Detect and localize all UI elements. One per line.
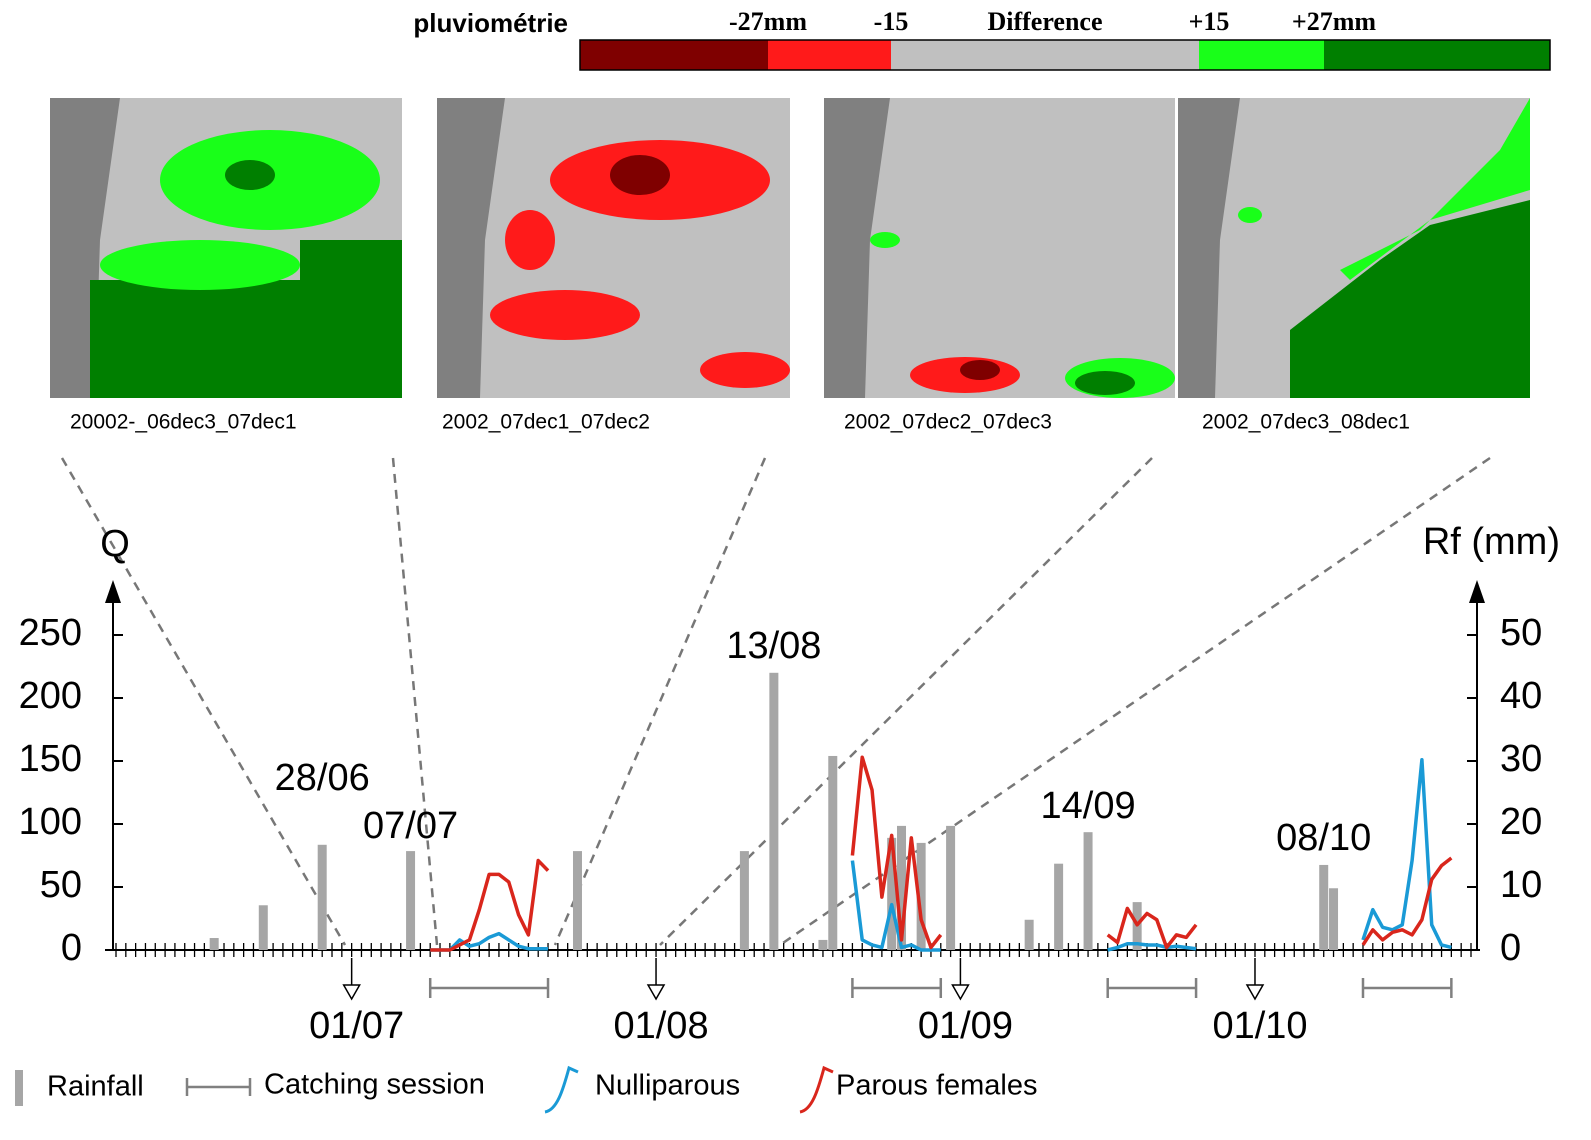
scale-segment <box>1324 40 1550 70</box>
y-tick-label: 200 <box>19 675 82 717</box>
scale-segment <box>768 40 891 70</box>
y2-tick-label: 0 <box>1500 927 1521 969</box>
rain-bar <box>828 756 837 950</box>
scale-segment <box>1199 40 1324 70</box>
map <box>1178 98 1530 398</box>
rain-bar <box>1025 920 1034 950</box>
date-annotation: 08/10 <box>1276 817 1371 859</box>
rain-bar <box>406 851 415 950</box>
y-tick-label: 0 <box>61 927 82 969</box>
legend-swatch <box>800 1068 833 1112</box>
rain-bar <box>1319 865 1328 950</box>
y-axis-label: Q <box>100 523 130 565</box>
scale-title: pluviométrie <box>413 8 568 38</box>
y2-tick-label: 50 <box>1500 612 1542 654</box>
y-tick-label: 50 <box>40 864 82 906</box>
date-annotation: 07/07 <box>363 805 458 847</box>
legend-swatch <box>187 1078 250 1096</box>
legend-swatch <box>15 1070 23 1106</box>
scale-label: +27mm <box>1292 7 1376 36</box>
y2-tick-label: 40 <box>1500 675 1542 717</box>
map-caption: 20002-_06dec3_07dec1 <box>70 411 297 434</box>
scale-label: +15 <box>1189 7 1230 36</box>
y2-tick-label: 10 <box>1500 864 1542 906</box>
legend: Rainfall Catching session Nulliparous Parou… <box>15 1068 1038 1112</box>
map <box>437 98 790 398</box>
rain-bar <box>1054 864 1063 950</box>
scale-label: -15 <box>874 7 909 36</box>
scale-label: Difference <box>987 7 1102 36</box>
axis-arrow <box>105 580 121 603</box>
x-tick-arrow-head <box>1247 985 1263 999</box>
legend-label: Parous females <box>836 1070 1038 1102</box>
rain-bar <box>769 673 778 950</box>
catching-session <box>430 978 548 998</box>
y2-tick-label: 30 <box>1500 738 1542 780</box>
session-bracket <box>1108 978 1196 998</box>
y2-axis-label: Rf (mm) <box>1423 521 1560 563</box>
x-tick-label: 01/09 <box>918 1005 1013 1047</box>
x-tick-arrow-head <box>952 985 968 999</box>
session-bracket <box>852 978 940 998</box>
figure: pluviométrie -27mm-15Difference+15+27mm … <box>0 0 1591 1135</box>
series-line <box>1363 760 1451 948</box>
session-bracket <box>1363 978 1451 998</box>
rain-bar <box>740 851 749 950</box>
catching-session <box>1363 978 1451 998</box>
x-tick-label: 01/10 <box>1212 1005 1307 1047</box>
y-tick-label: 150 <box>19 738 82 780</box>
date-annotation: 13/08 <box>726 625 821 667</box>
rain-bar <box>1084 832 1093 950</box>
x-tick-label: 01/07 <box>309 1005 404 1047</box>
map-caption: 2002_07dec1_07dec2 <box>442 411 650 434</box>
map-caption: 2002_07dec2_07dec3 <box>844 411 1052 434</box>
rain-bar <box>818 940 827 950</box>
legend-label: Catching session <box>264 1069 485 1101</box>
session-bracket <box>430 978 548 998</box>
scale-bar: -27mm -15 Difference +15 +27mm <box>580 7 1550 70</box>
x-tick-arrow-head <box>648 985 664 999</box>
y-tick-label: 250 <box>19 612 82 654</box>
page: pluviométrie -27mm-15Difference+15+27mm … <box>0 0 1591 1140</box>
map <box>50 98 402 398</box>
chart: Q Rf (mm) 0 50 100 150 200 250 0 10 20 30 40 50 01/07 0… <box>15 521 1560 1112</box>
x-tick-label: 01/08 <box>613 1005 708 1047</box>
y2-tick-label: 20 <box>1500 801 1542 843</box>
legend-label: Nulliparous <box>595 1070 740 1102</box>
catching-session <box>852 978 940 998</box>
scale-segment <box>580 40 768 70</box>
rain-bar <box>318 845 327 950</box>
rain-bar <box>1329 888 1338 950</box>
date-annotation: 28/06 <box>275 757 370 799</box>
map <box>824 98 1175 398</box>
scale-segment <box>891 40 1199 70</box>
legend-label: Rainfall <box>47 1071 144 1103</box>
catching-session <box>1108 978 1196 998</box>
rain-bar <box>946 826 955 950</box>
rain-bar <box>573 851 582 950</box>
x-tick-arrow-head <box>344 985 360 999</box>
scale-label: -27mm <box>729 7 807 36</box>
series-line <box>1108 908 1196 947</box>
map-caption: 2002_07dec3_08dec1 <box>1202 411 1410 434</box>
rain-bar <box>210 938 219 950</box>
y-tick-label: 100 <box>19 801 82 843</box>
rain-bar <box>259 905 268 950</box>
axis-arrow <box>1469 580 1485 603</box>
date-annotation: 14/09 <box>1041 785 1136 827</box>
legend-swatch <box>545 1068 578 1112</box>
